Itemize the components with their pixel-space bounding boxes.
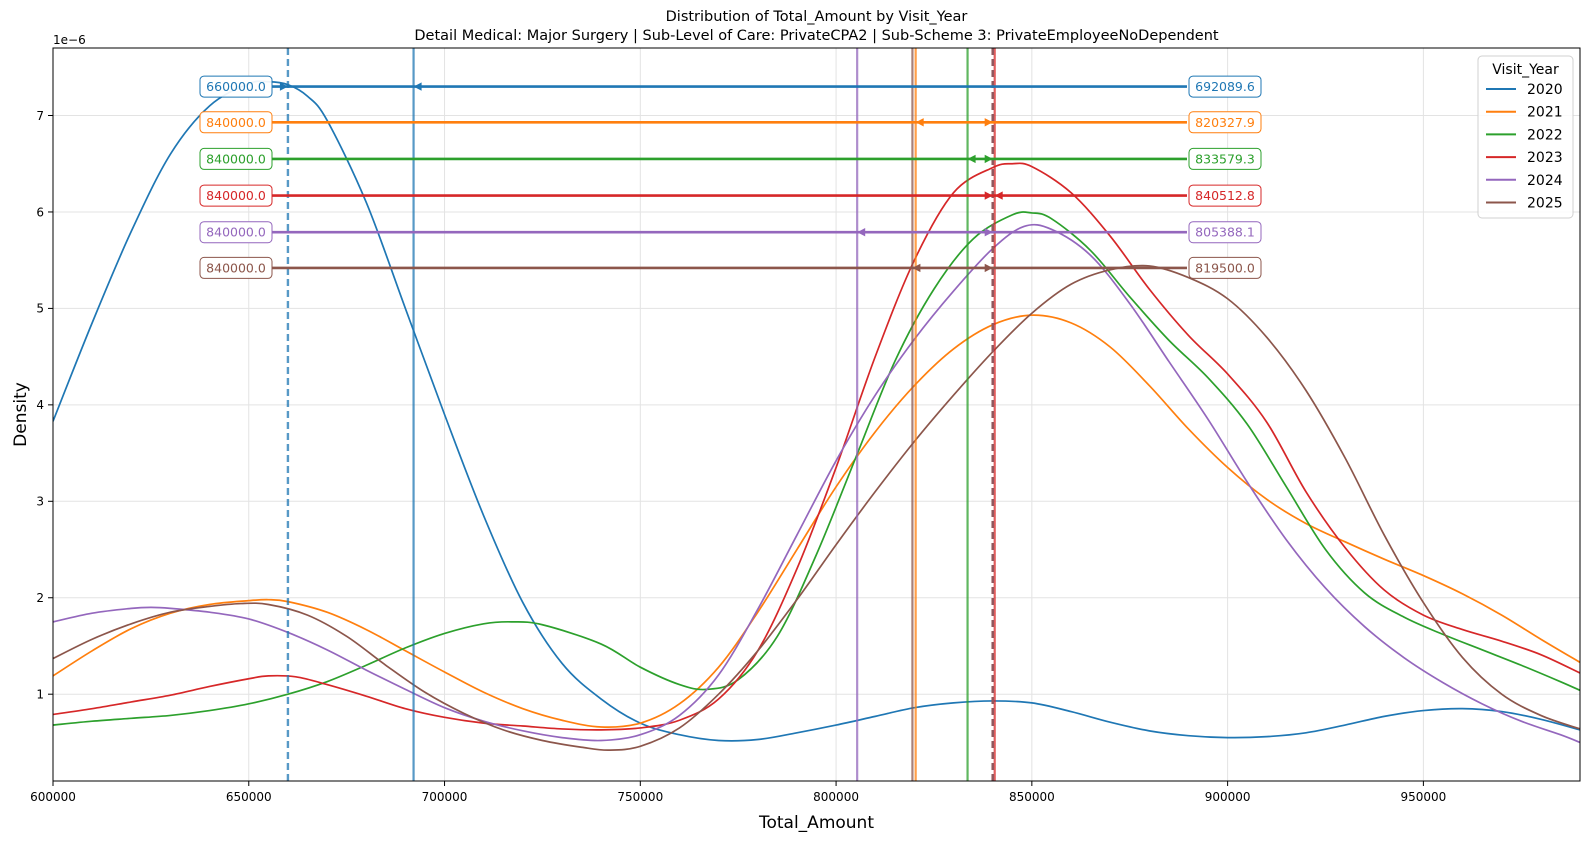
axes: 600000 650000 700000 750000 800000 850000 9000… [30,109,1446,804]
median-label-2020-text: 660000.0 [206,79,266,94]
median-label-2023-text: 840000.0 [206,188,266,203]
x-tick-label: 650000 [226,790,272,804]
legend-label-2024: 2024 [1527,173,1563,189]
median-label-2021: 840000.0 [199,111,273,134]
y-tick-label: 1 [36,687,44,701]
annotation-2025: 840000.0 819500.0 [199,256,1262,279]
mean-label-2022: 833579.3 [1188,147,1262,170]
mean-arrowhead-2025 [912,263,921,273]
chart-title: Distribution of Total_Amount by Visit_Ye… [666,9,968,25]
legend-label-2021: 2021 [1527,105,1563,121]
x-axis-title: Total_Amount [758,813,874,833]
legend-label-2023: 2023 [1527,150,1563,166]
median-label-2022: 840000.0 [199,147,273,170]
median-label-2022-text: 840000.0 [206,151,266,166]
mean-arrowhead-2022 [967,154,976,164]
density-curve-2025 [53,264,1580,751]
annotation-2020: 660000.0 692089.6 [199,75,1262,98]
median-label-2023: 840000.0 [199,184,273,207]
median-arrowhead-2023 [984,191,993,200]
mean-label-2024: 805388.1 [1188,221,1262,244]
x-tick-label: 850000 [1009,790,1055,804]
x-tick-label: 750000 [617,790,663,804]
median-arrowhead-2021 [984,118,993,127]
mean-label-2021-text: 820327.9 [1195,115,1255,130]
median-arrowhead-2024 [984,228,993,237]
y-tick-label: 5 [36,302,44,316]
median-arrowhead-2022 [984,154,993,164]
density-curve-2021 [53,314,1580,728]
median-label-2020: 660000.0 [199,75,273,98]
mean-label-2022-text: 833579.3 [1195,151,1255,166]
median-label-2025-text: 840000.0 [206,260,266,275]
mean-label-2023-text: 840512.8 [1195,188,1255,203]
legend-title: Visit_Year [1492,62,1559,78]
y-tick-label: 7 [36,109,44,123]
annotation-2023: 840000.0 840512.8 [199,184,1262,207]
mean-label-2021: 820327.9 [1188,111,1262,134]
median-label-2021-text: 840000.0 [206,115,266,130]
x-tick-label: 700000 [422,790,468,804]
mean-arrowhead-2021 [915,118,924,127]
mean-label-2025-text: 819500.0 [1195,260,1255,275]
y-tick-label: 3 [36,495,44,509]
legend-label-2020: 2020 [1527,82,1563,98]
grid-layer [52,48,1580,781]
legend-box [1477,55,1574,219]
median-label-2024-text: 840000.0 [206,225,266,240]
legend-label-2022: 2022 [1527,127,1563,143]
median-label-2025: 840000.0 [199,256,273,279]
mean-label-2024-text: 805388.1 [1195,225,1255,240]
mean-label-2025: 819500.0 [1188,256,1262,279]
x-tick-label: 950000 [1400,790,1446,804]
annotation-2021: 840000.0 820327.9 [199,111,1262,134]
legend: Visit_Year 2020 2021 2022 2023 2024 2025 [1477,55,1574,219]
x-tick-label: 900000 [1205,790,1251,804]
x-tick-label: 800000 [813,790,859,804]
mean-label-2020-text: 692089.6 [1195,79,1255,94]
median-arrowhead-2020 [279,82,288,91]
mean-label-2020: 692089.6 [1188,75,1262,98]
y-exponent-label: 1e−6 [53,33,86,47]
annotation-2022: 840000.0 833579.3 [199,147,1262,170]
mean-arrowhead-2024 [857,228,866,237]
legend-label-2025: 2025 [1527,196,1563,212]
density-curves [53,80,1580,751]
annotation-2024: 840000.0 805388.1 [199,221,1262,244]
density-curve-2022 [53,211,1580,726]
plot-frame [52,47,1581,782]
density-curve-2023 [53,162,1580,731]
median-arrowhead-2025 [984,263,993,273]
mean-arrowhead-2020 [413,82,422,91]
y-tick-label: 4 [36,398,44,412]
density-curve-2020 [53,80,1580,742]
y-axis-title: Density [11,382,31,447]
y-tick-label: 2 [36,591,44,605]
y-tick-label: 6 [36,205,44,219]
x-tick-label: 600000 [30,790,76,804]
mean-median-lines [286,48,996,781]
chart-subtitle: Detail Medical: Major Surgery | Sub-Leve… [414,28,1219,44]
mean-arrowhead-2023 [994,191,1003,200]
mean-label-2023: 840512.8 [1188,184,1262,207]
median-label-2024: 840000.0 [199,221,273,244]
